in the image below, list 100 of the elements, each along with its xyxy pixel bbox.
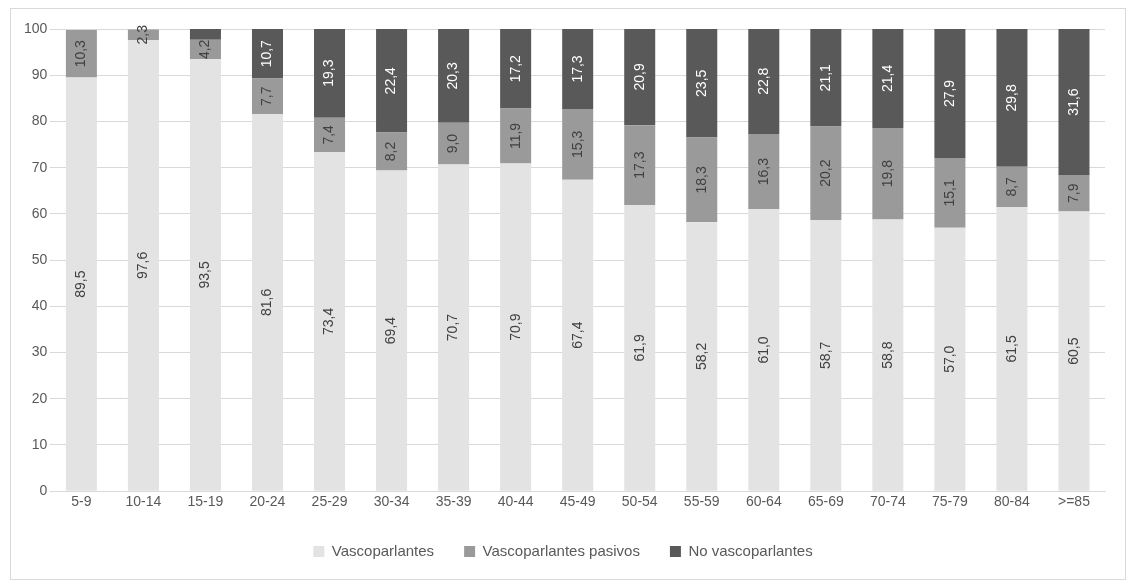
bar <box>686 137 718 223</box>
data-label: 19,8 <box>878 159 895 188</box>
x-tick-label: 75-79 <box>932 493 969 510</box>
data-label: 58,2 <box>692 342 709 371</box>
bar <box>189 29 221 40</box>
data-label: 20,2 <box>816 159 833 187</box>
data-label: 9,0 <box>444 133 461 154</box>
y-tick-label: 60 <box>31 204 48 221</box>
data-label: 89,5 <box>72 270 89 298</box>
x-tick-label: 70-74 <box>869 493 906 510</box>
data-label: 20,3 <box>444 62 461 90</box>
data-label: 7,4 <box>320 124 337 145</box>
bar <box>810 29 842 127</box>
data-label: 67,4 <box>568 321 585 349</box>
x-tick-label: 40-44 <box>497 493 534 510</box>
data-label: 19,3 <box>320 59 337 87</box>
x-tick-label: 35-39 <box>435 493 472 510</box>
bar <box>686 29 718 138</box>
bar <box>1058 29 1090 176</box>
data-label: 60,5 <box>1064 337 1081 365</box>
bar <box>314 29 346 118</box>
bar <box>251 29 283 79</box>
data-label: 29,8 <box>1002 84 1019 112</box>
x-tick-label: 20-24 <box>249 493 286 510</box>
bar <box>934 29 966 158</box>
bar <box>748 133 780 210</box>
data-label: 58,7 <box>816 341 833 369</box>
bar <box>872 127 904 220</box>
bar <box>624 29 656 126</box>
data-label: 11,9 <box>506 122 523 150</box>
bar <box>500 29 532 109</box>
data-label: 61,0 <box>754 336 771 364</box>
y-tick-label: 90 <box>31 66 48 83</box>
data-label: 7,7 <box>258 86 275 106</box>
data-label: 7,9 <box>1064 183 1081 204</box>
data-label: 97,6 <box>134 251 151 280</box>
x-tick-label: 30-34 <box>373 493 410 510</box>
bar <box>934 157 966 228</box>
x-tick-label: >=85 <box>1058 493 1091 510</box>
data-label: 73,4 <box>320 307 337 335</box>
data-label: 18,3 <box>692 166 709 194</box>
bar <box>996 166 1028 207</box>
y-tick-label: 100 <box>24 19 48 36</box>
x-tick-label: 55-59 <box>683 493 720 510</box>
y-tick-label: 20 <box>31 389 48 406</box>
bar <box>996 29 1028 167</box>
data-label: 61,9 <box>630 334 647 362</box>
bar <box>562 29 594 109</box>
data-label: 58,8 <box>878 341 895 369</box>
data-label: 15,1 <box>940 179 957 207</box>
x-tick-label: 10-14 <box>125 493 162 510</box>
data-label: 57,0 <box>940 345 957 373</box>
data-label: 31,6 <box>1064 88 1081 116</box>
y-tick-label: 70 <box>31 158 48 175</box>
x-tick-label: 15-19 <box>187 493 224 510</box>
data-label: 4,2 <box>196 39 213 60</box>
bar <box>562 108 594 180</box>
x-tick-label: 45-49 <box>559 493 596 510</box>
data-label: 81,6 <box>258 288 275 316</box>
y-tick-label: 30 <box>31 343 48 360</box>
legend-label: Vascoparlantes pasivos <box>482 541 640 559</box>
y-tick-label: 10 <box>31 435 48 452</box>
x-tick-label: 25-29 <box>311 493 348 510</box>
legend-label: Vascoparlantes <box>331 541 435 559</box>
bar <box>500 108 532 164</box>
bar <box>438 122 470 165</box>
data-label: 22,4 <box>382 66 399 95</box>
data-label: 15,3 <box>568 130 585 158</box>
data-label: 27,9 <box>940 79 957 108</box>
data-label: 23,5 <box>692 69 709 97</box>
x-tick-label: 5-9 <box>71 493 92 510</box>
bar <box>810 126 842 220</box>
data-label: 22,8 <box>754 67 771 95</box>
y-tick-label: 50 <box>31 250 48 267</box>
data-label: 8,2 <box>382 141 399 162</box>
y-tick-label: 80 <box>31 112 48 129</box>
data-label: 10,7 <box>258 39 275 68</box>
data-label: 21,1 <box>816 63 833 92</box>
data-label: 70,9 <box>506 313 523 341</box>
bar <box>748 29 780 134</box>
x-tick-label: 80-84 <box>994 493 1031 510</box>
data-label: 10,3 <box>72 39 89 68</box>
y-tick-label: 0 <box>39 482 48 499</box>
bar <box>314 117 346 152</box>
y-tick-label: 40 <box>31 297 48 314</box>
data-label: 69,4 <box>382 316 399 345</box>
data-label: 8,7 <box>1002 176 1019 197</box>
bar <box>251 78 283 115</box>
data-label: 93,5 <box>196 261 213 289</box>
data-label: 70,7 <box>444 313 461 342</box>
bar <box>872 29 904 128</box>
data-label: 17,3 <box>630 151 647 179</box>
bar <box>376 29 408 133</box>
legend-label: No vascoparlantes <box>688 541 813 559</box>
data-label: 61,5 <box>1002 334 1019 363</box>
data-label: 21,4 <box>878 64 895 93</box>
bar <box>624 125 656 206</box>
data-label: 16,3 <box>754 157 771 186</box>
data-label: 20,9 <box>630 63 647 91</box>
bar <box>438 29 470 123</box>
